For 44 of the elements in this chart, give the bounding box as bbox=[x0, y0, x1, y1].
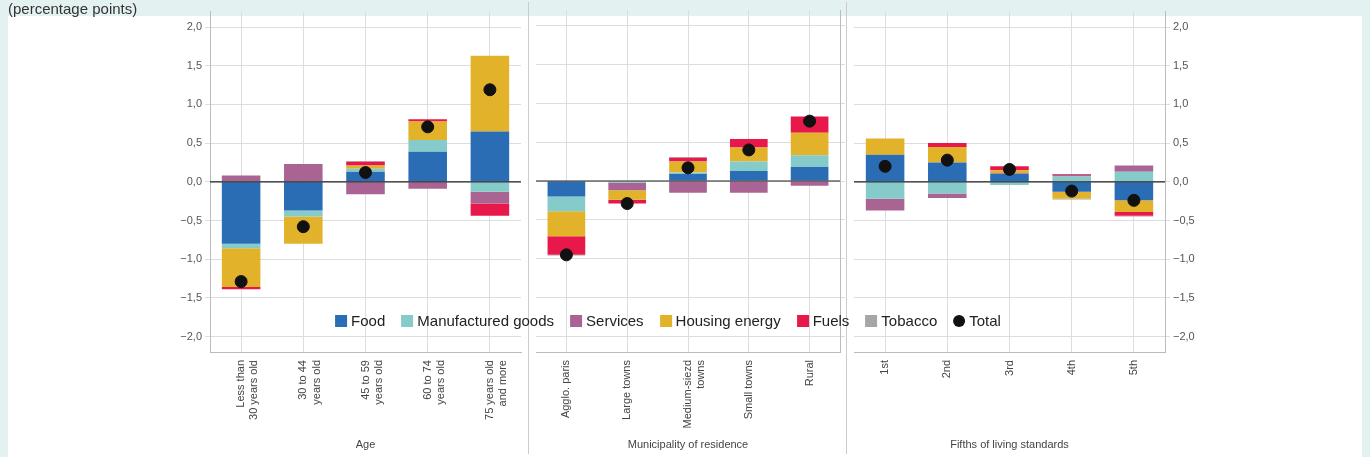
x-tick-label: 3rd bbox=[1002, 360, 1015, 376]
y-tick-label: 0,0 bbox=[186, 174, 202, 187]
x-tick-label: 75 years old and more bbox=[482, 360, 509, 420]
text: (percentage points) bbox=[8, 0, 138, 17]
y-tick-label: −2,0 bbox=[1173, 329, 1195, 342]
y-tick-label: −0,5 bbox=[1173, 213, 1195, 226]
y-tick-label: −1,5 bbox=[180, 290, 202, 303]
y-tick-label: 0,5 bbox=[186, 136, 202, 149]
y-tick-label: −0,5 bbox=[180, 213, 202, 226]
legend-label: Housing energy bbox=[675, 312, 781, 329]
legend-label: Tobacco bbox=[881, 312, 938, 329]
legend-label: Services bbox=[586, 312, 644, 329]
y-tick-label: 2,0 bbox=[186, 20, 202, 33]
x-tick-label: Rural bbox=[802, 360, 815, 387]
y-tick-label: 0,0 bbox=[1173, 174, 1189, 187]
y-tick-label: −1,0 bbox=[1173, 252, 1195, 265]
y-tick-label: 1,0 bbox=[1173, 97, 1189, 110]
legend-label: Fuels bbox=[812, 312, 850, 329]
x-tick-label: Large towns bbox=[620, 359, 633, 420]
x-tick-label: 60 to 74 years old bbox=[420, 360, 446, 405]
x-tick-label: 5th bbox=[1126, 360, 1139, 376]
y-tick-label: 1,5 bbox=[186, 58, 202, 71]
y-tick-label: 2,0 bbox=[1173, 20, 1189, 33]
x-tick-label: 30 to 44 years old bbox=[296, 360, 322, 405]
y-tick-label: −2,0 bbox=[180, 329, 202, 342]
legend-label: Total bbox=[969, 312, 1001, 329]
y-tick-label: 0,5 bbox=[1173, 136, 1189, 149]
x-axis-title: Municipality of residence bbox=[627, 438, 749, 451]
legend-label: Manufactured goods bbox=[417, 312, 555, 329]
x-tick-label: Less than 30 years old bbox=[234, 360, 260, 420]
x-tick-label: Agglo. paris bbox=[559, 359, 572, 419]
legend-label: Food bbox=[351, 312, 386, 329]
x-tick-label: Medium-siezd towns bbox=[681, 359, 707, 429]
x-tick-label: Small towns bbox=[741, 359, 754, 420]
x-tick-label: 2nd bbox=[940, 360, 953, 379]
y-tick-label: −1,0 bbox=[180, 252, 202, 265]
x-tick-label: 1st bbox=[878, 360, 891, 375]
x-tick-label: 4th bbox=[1064, 360, 1077, 376]
y-tick-label: 1,5 bbox=[1173, 58, 1189, 71]
y-tick-label: −1,5 bbox=[1173, 290, 1195, 303]
x-axis-title: Age bbox=[355, 438, 376, 451]
x-axis-title: Fifths of living standards bbox=[950, 438, 1070, 451]
y-tick-label: 1,0 bbox=[186, 97, 202, 110]
x-tick-label: 45 to 59 years old bbox=[358, 360, 384, 405]
